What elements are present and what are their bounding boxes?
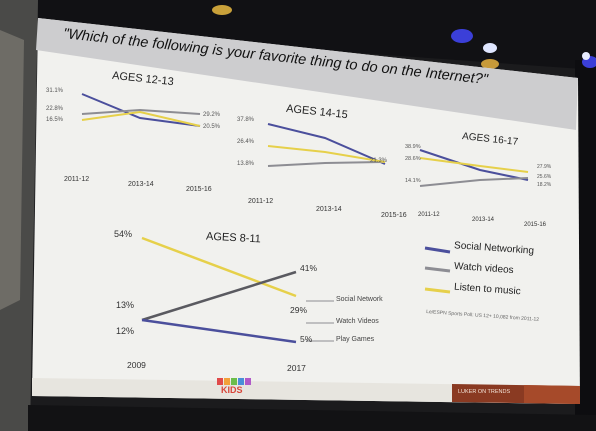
year-label: 2017: [287, 363, 306, 373]
start-label: 22.8%: [46, 106, 64, 112]
year-label: 2015-16: [186, 186, 212, 193]
series-music: [141, 236, 297, 298]
series-social: [267, 123, 386, 165]
end-label: 27.9%: [537, 164, 552, 170]
start-label: 54%: [114, 229, 133, 239]
start-label: 13%: [116, 300, 135, 310]
start-label: 12%: [116, 326, 135, 336]
end-label: 21.3%: [370, 158, 388, 164]
year-label: 2009: [127, 360, 146, 370]
year-label: 2011-12: [248, 198, 274, 205]
logo-block: [245, 378, 251, 385]
series-video: [81, 108, 201, 115]
start-label: 13.8%: [237, 161, 255, 167]
year-label: 2013-14: [472, 217, 495, 223]
start-label: 28.6%: [405, 156, 421, 162]
end-label: 5%: [300, 334, 313, 344]
series-video: [419, 177, 529, 187]
start-label: 31.1%: [46, 88, 64, 94]
series-social: [81, 93, 201, 127]
chart-ages-14-15: [267, 123, 386, 167]
series-label-video: Watch Videos: [336, 318, 379, 325]
start-label: 14.1%: [405, 178, 421, 184]
year-label: 2013-14: [316, 206, 342, 213]
end-label: 29.2%: [203, 112, 221, 118]
legend: [424, 246, 451, 294]
blue-light: [451, 29, 473, 43]
footer-badge-text: LUKER ON TRENDS: [458, 389, 511, 395]
end-label: 20.5%: [203, 124, 221, 130]
ceiling-light: [481, 59, 499, 69]
ceiling-light: [212, 5, 232, 15]
series-video: [267, 161, 386, 167]
end-label: 18.2%: [537, 182, 552, 188]
series-music: [267, 145, 386, 163]
series-social: [141, 318, 297, 344]
year-label: 2013-14: [128, 181, 154, 188]
legend-swatch-video: [424, 266, 451, 273]
end-label: 29%: [290, 305, 308, 315]
start-label: 37.8%: [237, 117, 255, 123]
footer-logo-text: KIDS: [221, 385, 243, 395]
logo-block: [231, 378, 237, 385]
slide-surface: [32, 18, 580, 404]
year-label: 2015-16: [381, 212, 407, 219]
start-label: 16.5%: [46, 117, 64, 123]
series-music: [419, 157, 529, 173]
slide-footer-band: [32, 378, 580, 404]
year-label: 2015-16: [524, 222, 547, 228]
series-label-games: Play Games: [336, 336, 375, 343]
start-label: 26.4%: [237, 139, 255, 145]
series-music: [81, 110, 201, 127]
year-label: 2011-12: [418, 212, 440, 218]
series-social: [419, 149, 529, 181]
spot-light: [483, 43, 497, 53]
chart-ages-12-13: [81, 93, 201, 127]
series-label-social: Social Network: [336, 296, 383, 303]
slide-header-band: [36, 18, 578, 130]
legend-swatch-social: [424, 246, 451, 254]
end-label: 41%: [300, 263, 318, 273]
end-label: 25.6%: [537, 174, 552, 180]
logo-block: [224, 378, 230, 385]
start-label: 38.9%: [405, 144, 421, 150]
series-video: [141, 270, 297, 322]
legend-swatch-music: [424, 287, 451, 294]
year-label: 2011-12: [64, 176, 90, 183]
chart-ages-16-17: [419, 149, 529, 187]
logo-block: [217, 378, 223, 385]
spot-light: [582, 52, 590, 60]
logo-block: [238, 378, 244, 385]
chart-ages-8-11: [141, 236, 334, 344]
